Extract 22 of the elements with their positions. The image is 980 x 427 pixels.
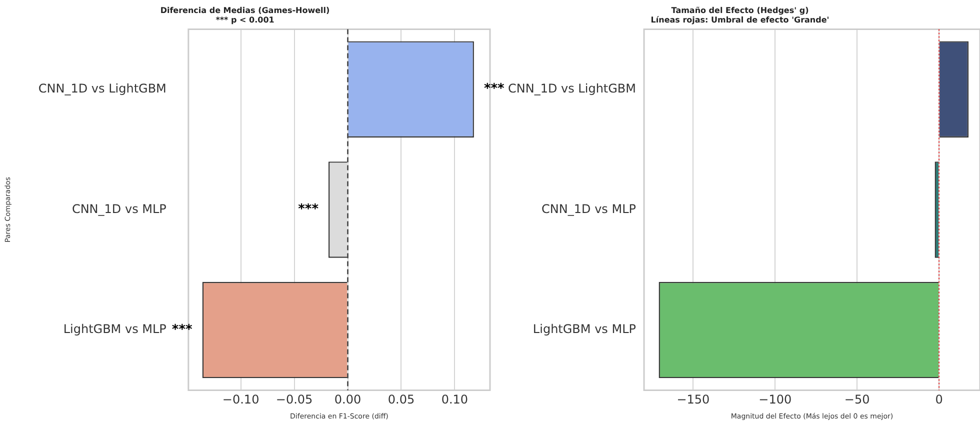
annotation: *** <box>172 322 193 338</box>
annotation: *** <box>484 82 505 97</box>
x-tick-label: 0 <box>935 392 943 407</box>
chart-title: Tamaño del Efecto (Hedges' g) <box>671 6 809 15</box>
x-tick-label: −150 <box>676 392 710 407</box>
x-tick-label: −0.05 <box>276 392 313 407</box>
chart-subtitle: *** p < 0.001 <box>216 15 275 24</box>
y-tick-label: CNN_1D vs LightGBM <box>38 81 166 96</box>
y-tick-label: CNN_1D vs LightGBM <box>508 81 636 96</box>
y-tick-label: LightGBM vs MLP <box>532 322 636 336</box>
x-tick-label: −100 <box>758 392 792 407</box>
x-tick-label: 0.05 <box>388 392 415 407</box>
chart-subtitle: Líneas rojas: Umbral de efecto 'Grande' <box>650 15 830 24</box>
x-tick-label: −50 <box>844 392 870 407</box>
chart-title: Diferencia de Medias (Games-Howell) <box>160 6 330 15</box>
annotation: *** <box>298 202 319 218</box>
y-tick-label: CNN_1D vs MLP <box>72 202 166 216</box>
x-tick-label: −0.10 <box>222 392 260 407</box>
x-tick-label: 0.00 <box>334 392 362 407</box>
y-tick-label: LightGBM vs MLP <box>63 322 166 336</box>
x-tick-label: 0.10 <box>441 392 468 407</box>
y-tick-label: CNN_1D vs MLP <box>542 202 636 216</box>
